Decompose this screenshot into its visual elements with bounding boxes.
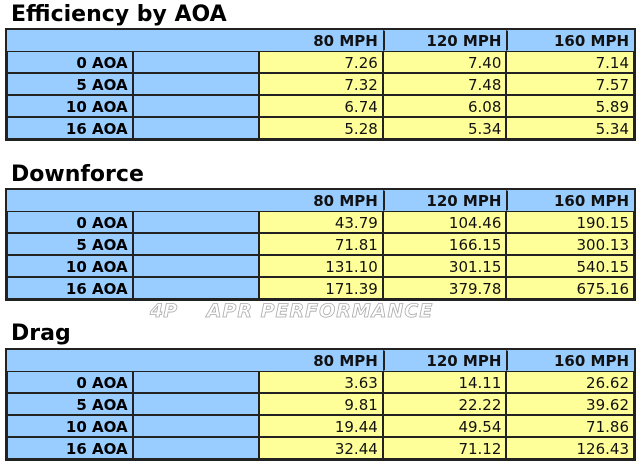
header-blank-cell [7, 190, 260, 211]
table-row: 16 AOA 5.28 5.34 5.34 [7, 117, 634, 139]
value-cell: 39.62 [506, 393, 634, 415]
table-row: 10 AOA 6.74 6.08 5.89 [7, 95, 634, 117]
value-cell: 5.89 [506, 95, 634, 117]
value-cell: 300.13 [506, 233, 634, 255]
header-row: 80 MPH 120 MPH 160 MPH [7, 190, 634, 211]
value-cell: 7.26 [259, 51, 383, 73]
blank-cell [132, 371, 260, 393]
table-row: 0 AOA 3.63 14.11 26.62 [7, 371, 634, 393]
value-cell: 166.15 [382, 233, 507, 255]
value-cell: 6.74 [259, 95, 383, 117]
column-header: 160 MPH [506, 350, 634, 371]
value-cell: 5.34 [382, 117, 507, 139]
value-cell: 379.78 [382, 277, 507, 299]
value-cell: 19.44 [259, 415, 383, 437]
table-row: 0 AOA 7.26 7.40 7.14 [7, 51, 634, 73]
data-table: 80 MPH 120 MPH 160 MPH 0 AOA 3.63 14.11 26.62 5… [5, 348, 636, 461]
blank-cell [132, 117, 260, 139]
value-cell: 26.62 [506, 371, 634, 393]
row-label: 0 AOA [7, 371, 133, 393]
table-row: 5 AOA 9.81 22.22 39.62 [7, 393, 634, 415]
table-row: 10 AOA 19.44 49.54 71.86 [7, 415, 634, 437]
row-label: 10 AOA [7, 95, 133, 117]
value-cell: 14.11 [382, 371, 507, 393]
value-cell: 7.14 [506, 51, 634, 73]
blank-cell [132, 437, 260, 459]
watermark-text: APR PERFORMANCE [206, 300, 434, 322]
data-table: 80 MPH 120 MPH 160 MPH 0 AOA 43.79 104.46 190.… [5, 188, 636, 301]
table-row: 10 AOA 131.10 301.15 540.15 [7, 255, 634, 277]
column-header: 160 MPH [506, 190, 634, 211]
value-cell: 675.16 [506, 277, 634, 299]
column-header: 80 MPH [259, 190, 383, 211]
value-cell: 171.39 [259, 277, 383, 299]
value-cell: 49.54 [382, 415, 507, 437]
header-row: 80 MPH 120 MPH 160 MPH [7, 30, 634, 51]
header-row: 80 MPH 120 MPH 160 MPH [7, 350, 634, 371]
value-cell: 7.40 [382, 51, 507, 73]
row-label: 16 AOA [7, 277, 133, 299]
value-cell: 22.22 [382, 393, 507, 415]
blank-cell [132, 211, 260, 233]
row-label: 10 AOA [7, 415, 133, 437]
row-label: 0 AOA [7, 211, 133, 233]
value-cell: 3.63 [259, 371, 383, 393]
row-label: 10 AOA [7, 255, 133, 277]
table-row: 0 AOA 43.79 104.46 190.15 [7, 211, 634, 233]
value-cell: 5.34 [506, 117, 634, 139]
value-cell: 6.08 [382, 95, 507, 117]
blank-cell [132, 73, 260, 95]
row-label: 16 AOA [7, 117, 133, 139]
value-cell: 540.15 [506, 255, 634, 277]
row-label: 5 AOA [7, 393, 133, 415]
table-row: 5 AOA 7.32 7.48 7.57 [7, 73, 634, 95]
data-table: 80 MPH 120 MPH 160 MPH 0 AOA 7.26 7.40 7.14 5 A… [5, 28, 636, 141]
table-row: 16 AOA 171.39 379.78 675.16 [7, 277, 634, 299]
value-cell: 301.15 [382, 255, 507, 277]
blank-cell [132, 415, 260, 437]
value-cell: 131.10 [259, 255, 383, 277]
value-cell: 7.32 [259, 73, 383, 95]
blank-cell [132, 255, 260, 277]
table-row: 5 AOA 71.81 166.15 300.13 [7, 233, 634, 255]
header-blank-cell [7, 30, 260, 51]
row-label: 16 AOA [7, 437, 133, 459]
value-cell: 32.44 [259, 437, 383, 459]
table-title: Efficiency by AOA [11, 2, 227, 27]
header-blank-cell [7, 350, 260, 371]
value-cell: 71.12 [382, 437, 507, 459]
row-label: 0 AOA [7, 51, 133, 73]
value-cell: 5.28 [259, 117, 383, 139]
table-title: Downforce [11, 162, 144, 187]
blank-cell [132, 277, 260, 299]
value-cell: 190.15 [506, 211, 634, 233]
column-header: 120 MPH [382, 190, 507, 211]
value-cell: 9.81 [259, 393, 383, 415]
column-header: 80 MPH [259, 350, 383, 371]
column-header: 160 MPH [506, 30, 634, 51]
column-header: 80 MPH [259, 30, 383, 51]
blank-cell [132, 95, 260, 117]
value-cell: 7.48 [382, 73, 507, 95]
value-cell: 126.43 [506, 437, 634, 459]
table-title: Drag [11, 321, 71, 346]
column-header: 120 MPH [382, 350, 507, 371]
value-cell: 43.79 [259, 211, 383, 233]
value-cell: 104.46 [382, 211, 507, 233]
watermark-logo: 4P [150, 300, 178, 322]
row-label: 5 AOA [7, 73, 133, 95]
column-header: 120 MPH [382, 30, 507, 51]
value-cell: 71.81 [259, 233, 383, 255]
row-label: 5 AOA [7, 233, 133, 255]
blank-cell [132, 51, 260, 73]
blank-cell [132, 393, 260, 415]
table-row: 16 AOA 32.44 71.12 126.43 [7, 437, 634, 459]
value-cell: 7.57 [506, 73, 634, 95]
blank-cell [132, 233, 260, 255]
value-cell: 71.86 [506, 415, 634, 437]
